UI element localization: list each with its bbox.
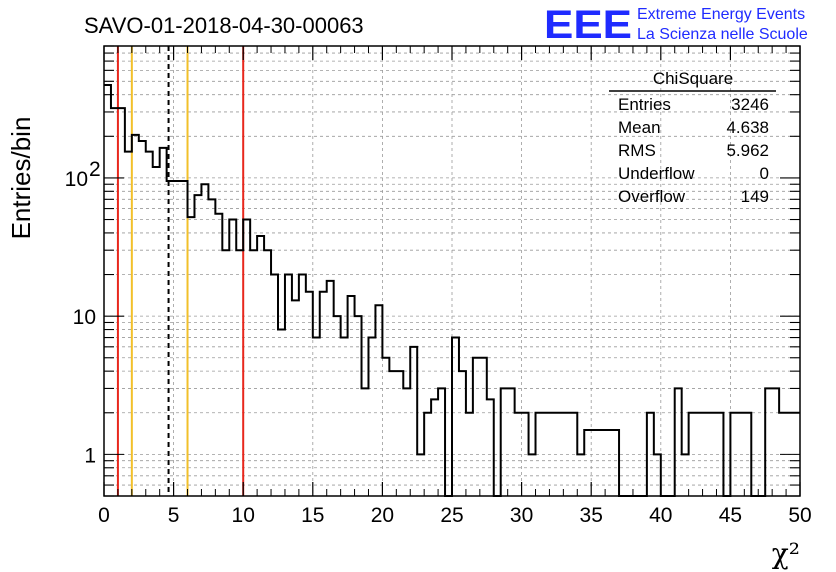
stats-value: 3246 (731, 95, 769, 114)
x-tick-label: 10 (232, 504, 255, 527)
y-tick-label: 1 (84, 444, 96, 467)
x-axis-title: χ² (772, 537, 800, 570)
logo-line-2: La Scienza nelle Scuole (637, 26, 808, 43)
stats-value: 0 (760, 164, 769, 183)
stats-label: Underflow (618, 164, 695, 183)
x-tick-label: 35 (580, 504, 603, 527)
y-axis-title: Entries/bin (6, 117, 36, 240)
chart-title: SAVO-01-2018-04-30-00063 (84, 13, 364, 38)
x-tick-label: 20 (371, 504, 394, 527)
eee-logo: EEE Extreme Energy Events La Scienza nel… (544, 3, 808, 47)
x-tick-label: 5 (168, 504, 180, 527)
x-tick-label: 50 (788, 504, 811, 527)
x-tick-label: 30 (510, 504, 533, 527)
stats-value: 5.962 (726, 141, 769, 160)
y-tick-exponent: 2 (89, 158, 101, 181)
stats-rows: Entries 3246 Mean 4.638 RMS 5.962 Underflow 0 Ov… (618, 95, 769, 206)
x-tick-label: 45 (719, 504, 742, 527)
x-tick-label: 0 (98, 504, 110, 527)
y-tick-label: 10 (73, 306, 96, 329)
y-tick-label: 10 (65, 168, 88, 191)
stats-label: Overflow (618, 187, 686, 206)
stats-label: Entries (618, 95, 671, 114)
logo-mark: EEE (544, 3, 632, 47)
logo-line-1: Extreme Energy Events (637, 6, 805, 23)
reference-lines (116, 46, 245, 496)
stats-box: ChiSquare Entries 3246 Mean 4.638 RMS 5.962 Un… (609, 69, 776, 206)
stats-title: ChiSquare (653, 69, 733, 88)
x-tick-label: 15 (301, 504, 324, 527)
stats-label: RMS (618, 141, 656, 160)
stats-value: 149 (741, 187, 769, 206)
stats-value: 4.638 (726, 118, 769, 137)
histogram-series (104, 84, 800, 497)
stats-label: Mean (618, 118, 661, 137)
x-tick-label: 25 (440, 504, 463, 527)
x-tick-label: 40 (649, 504, 672, 527)
